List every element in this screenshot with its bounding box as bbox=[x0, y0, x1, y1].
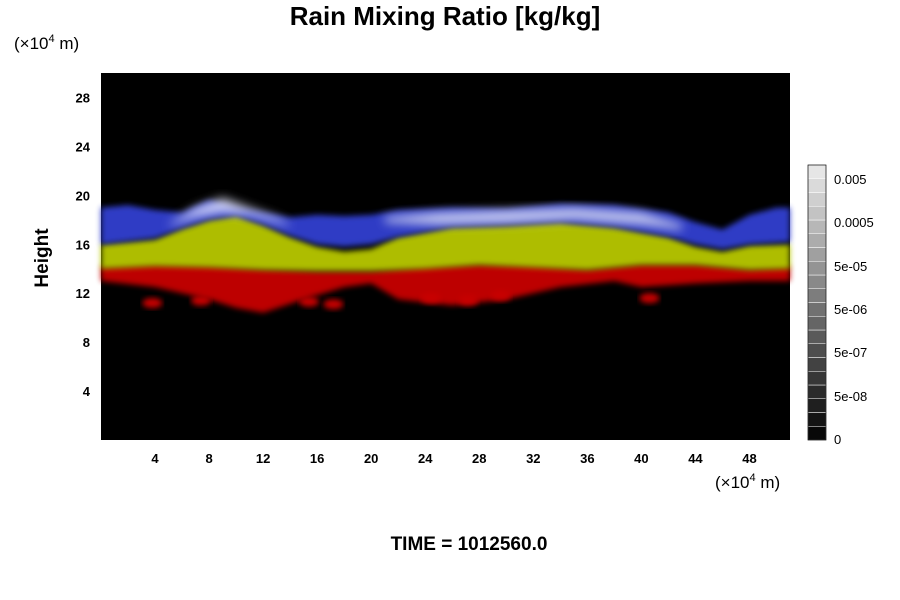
colorbar-tick-label: 0.005 bbox=[834, 172, 867, 187]
colorbar-swatch bbox=[807, 233, 827, 248]
y-tick-label: 20 bbox=[76, 188, 90, 203]
y-axis-label: Height bbox=[32, 228, 53, 288]
x-tick-label: 20 bbox=[364, 451, 378, 466]
rain-blob bbox=[323, 299, 344, 310]
colorbar-tick-label: 5e-05 bbox=[834, 259, 867, 274]
colorbar-tick-label: 5e-06 bbox=[834, 302, 867, 317]
x-tick-label: 28 bbox=[472, 451, 486, 466]
colorbar-swatch bbox=[807, 164, 827, 179]
colorbar-swatch bbox=[807, 357, 827, 372]
colorbar-swatch bbox=[807, 426, 827, 441]
colorbar-swatch bbox=[807, 206, 827, 221]
colorbar-swatch bbox=[807, 302, 827, 317]
colorbar-swatch bbox=[807, 247, 827, 262]
band-white-top bbox=[168, 197, 291, 226]
x-tick-label: 4 bbox=[151, 451, 159, 466]
colorbar-swatch bbox=[807, 178, 827, 193]
y-tick-label: 4 bbox=[83, 384, 91, 399]
x-tick-label: 12 bbox=[256, 451, 270, 466]
x-tick-label: 36 bbox=[580, 451, 594, 466]
colorbar-swatch bbox=[807, 412, 827, 427]
x-tick-label: 48 bbox=[742, 451, 756, 466]
colorbar-swatch bbox=[807, 316, 827, 331]
y-tick-label: 12 bbox=[76, 286, 90, 301]
colorbar-tick-label: 5e-08 bbox=[834, 389, 867, 404]
time-label: TIME = 1012560.0 bbox=[391, 534, 548, 555]
x-tick-label: 8 bbox=[205, 451, 212, 466]
x-unit-label: (×104 m) bbox=[715, 472, 780, 492]
rain-blob bbox=[420, 293, 441, 304]
colorbar-swatch bbox=[807, 398, 827, 413]
colorbar-swatch bbox=[807, 371, 827, 386]
y-tick-label: 24 bbox=[76, 139, 91, 154]
y-tick-label: 8 bbox=[83, 335, 90, 350]
x-tick-label: 16 bbox=[310, 451, 324, 466]
colorbar-swatch bbox=[807, 384, 827, 399]
colorbar-swatch bbox=[807, 343, 827, 358]
colorbar-swatch bbox=[807, 274, 827, 289]
band-yellow-green bbox=[101, 214, 790, 272]
colorbar-swatch bbox=[807, 288, 827, 303]
x-tick-label: 24 bbox=[418, 451, 433, 466]
colorbar-swatch bbox=[807, 261, 827, 276]
rain-blob bbox=[639, 293, 660, 304]
y-tick-label: 28 bbox=[76, 90, 90, 105]
plot-blobs bbox=[142, 290, 660, 310]
chart-title: Rain Mixing Ratio [kg/kg] bbox=[290, 1, 601, 31]
y-unit-label: (×104 m) bbox=[14, 33, 79, 53]
x-tick-label: 32 bbox=[526, 451, 540, 466]
rain-blob bbox=[142, 297, 163, 308]
rain-blob bbox=[190, 295, 211, 306]
colorbar-swatch bbox=[807, 219, 827, 234]
rain-blob bbox=[458, 295, 479, 306]
x-axis-ticks: 4 8 12 16 20 24 28 32 36 40 44 48 bbox=[151, 451, 756, 466]
y-tick-label: 16 bbox=[76, 237, 90, 252]
colorbar-tick-label: 0.0005 bbox=[834, 215, 874, 230]
band-white-top-2 bbox=[384, 207, 682, 230]
plot-bands bbox=[101, 197, 790, 313]
colorbar-swatch bbox=[807, 329, 827, 344]
y-axis-ticks: 4 8 12 16 20 24 28 bbox=[76, 90, 91, 399]
x-tick-label: 44 bbox=[688, 451, 703, 466]
colorbar-tick-label: 5e-07 bbox=[834, 345, 867, 360]
x-tick-label: 40 bbox=[634, 451, 648, 466]
colorbar-swatch bbox=[807, 192, 827, 207]
rain-blob bbox=[299, 296, 320, 307]
colorbar-tick-label: 0 bbox=[834, 432, 841, 447]
colorbar-frame bbox=[807, 164, 827, 441]
rain-blob bbox=[490, 290, 511, 301]
band-deep-red bbox=[101, 263, 790, 313]
colorbar: 0.005 0.0005 5e-05 5e-06 5e-07 5e-08 0 bbox=[807, 164, 874, 447]
